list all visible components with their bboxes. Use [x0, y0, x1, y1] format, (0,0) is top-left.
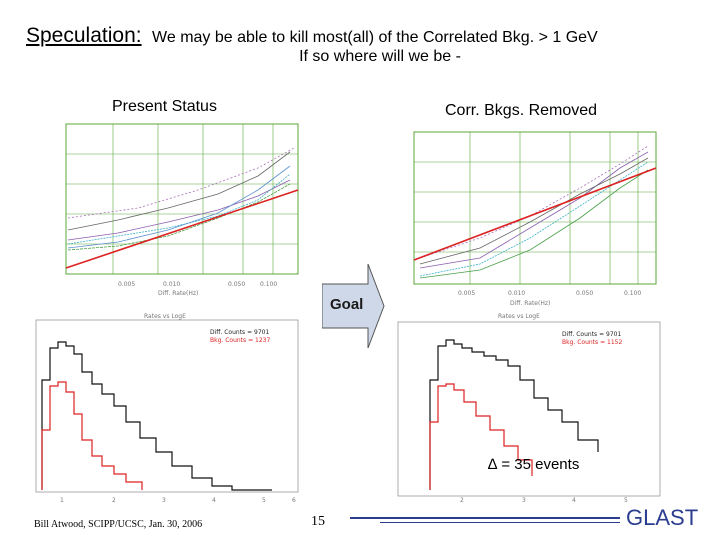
svg-text:4: 4 [572, 497, 576, 504]
svg-text:6: 6 [292, 497, 296, 504]
present-histogram-chart: Rates vs LogE Diff. Counts = 9701 Bkg. C… [35, 313, 299, 504]
hist-left-legend-bkg: Bkg. Counts = 1237 [210, 337, 270, 344]
svg-text:0.005: 0.005 [118, 281, 135, 288]
svg-text:2: 2 [460, 497, 464, 504]
svg-text:Diff. Rate(Hz): Diff. Rate(Hz) [510, 300, 550, 307]
footer-rule [350, 517, 620, 519]
svg-text:2: 2 [112, 497, 116, 504]
delta-events-label: ∆ = 35 events [488, 456, 580, 473]
svg-text:0.050: 0.050 [576, 290, 593, 297]
hist-left-legend-diff: Diff. Counts = 9701 [210, 329, 269, 336]
title-lead: Speculation: [26, 24, 142, 47]
goal-arrow [321, 263, 386, 355]
corr-bkgs-removed-chart: 0.005 0.010 0.050 0.100 Diff. Rate(Hz) [413, 131, 657, 307]
glast-logo: GLAST [626, 505, 699, 530]
footer-rule-secondary [380, 522, 620, 523]
present-status-label: Present Status [112, 98, 217, 115]
title-text: We may be able to kill most(all) of the … [152, 29, 598, 46]
corr-bkgs-removed-label: Corr. Bkgs. Removed [445, 102, 598, 119]
svg-text:0.005: 0.005 [458, 290, 475, 297]
slide-subtitle: If so where will we be - [299, 48, 461, 65]
removed-histogram-chart: Rates vs LogE Diff. Counts = 9701 Bkg. C… [397, 313, 661, 504]
footer-credit: Bill Atwood, SCIPP/UCSC, Jan. 30, 2006 [34, 519, 203, 530]
hist-right-legend-diff: Diff. Counts = 9701 [562, 331, 621, 338]
present-status-chart: 0.005 0.010 0.050 0.100 Diff. Rate(Hz) [65, 123, 299, 297]
svg-text:0.100: 0.100 [260, 281, 277, 288]
goal-label: Goal [330, 296, 364, 313]
present-histogram-plot: Rates vs LogE Diff. Counts = 9701 Bkg. C… [22, 310, 308, 506]
page-number: 15 [311, 514, 325, 529]
removed-histogram-plot: Rates vs LogE Diff. Counts = 9701 Bkg. C… [372, 310, 664, 506]
svg-text:0.100: 0.100 [624, 290, 641, 297]
svg-text:4: 4 [212, 497, 216, 504]
hist-right-title: Rates vs LogE [498, 313, 540, 320]
svg-text:0.010: 0.010 [508, 290, 525, 297]
svg-text:Diff. Rate(Hz): Diff. Rate(Hz) [158, 290, 198, 297]
svg-text:3: 3 [522, 497, 526, 504]
present-status-plot: 0.005 0.010 0.050 0.100 Diff. Rate(Hz) [28, 118, 308, 300]
svg-text:3: 3 [162, 497, 166, 504]
svg-text:0.050: 0.050 [228, 281, 245, 288]
svg-text:1: 1 [60, 497, 64, 504]
svg-text:5: 5 [262, 497, 266, 504]
slide-title: Speculation: We may be able to kill most… [26, 24, 716, 48]
hist-left-title: Rates vs LogE [144, 313, 186, 320]
corr-bkgs-removed-plot: 0.005 0.010 0.050 0.100 Diff. Rate(Hz) [380, 118, 662, 308]
hist-right-legend-bkg: Bkg. Counts = 1152 [562, 339, 622, 346]
svg-text:5: 5 [624, 497, 628, 504]
svg-text:0.010: 0.010 [163, 281, 180, 288]
